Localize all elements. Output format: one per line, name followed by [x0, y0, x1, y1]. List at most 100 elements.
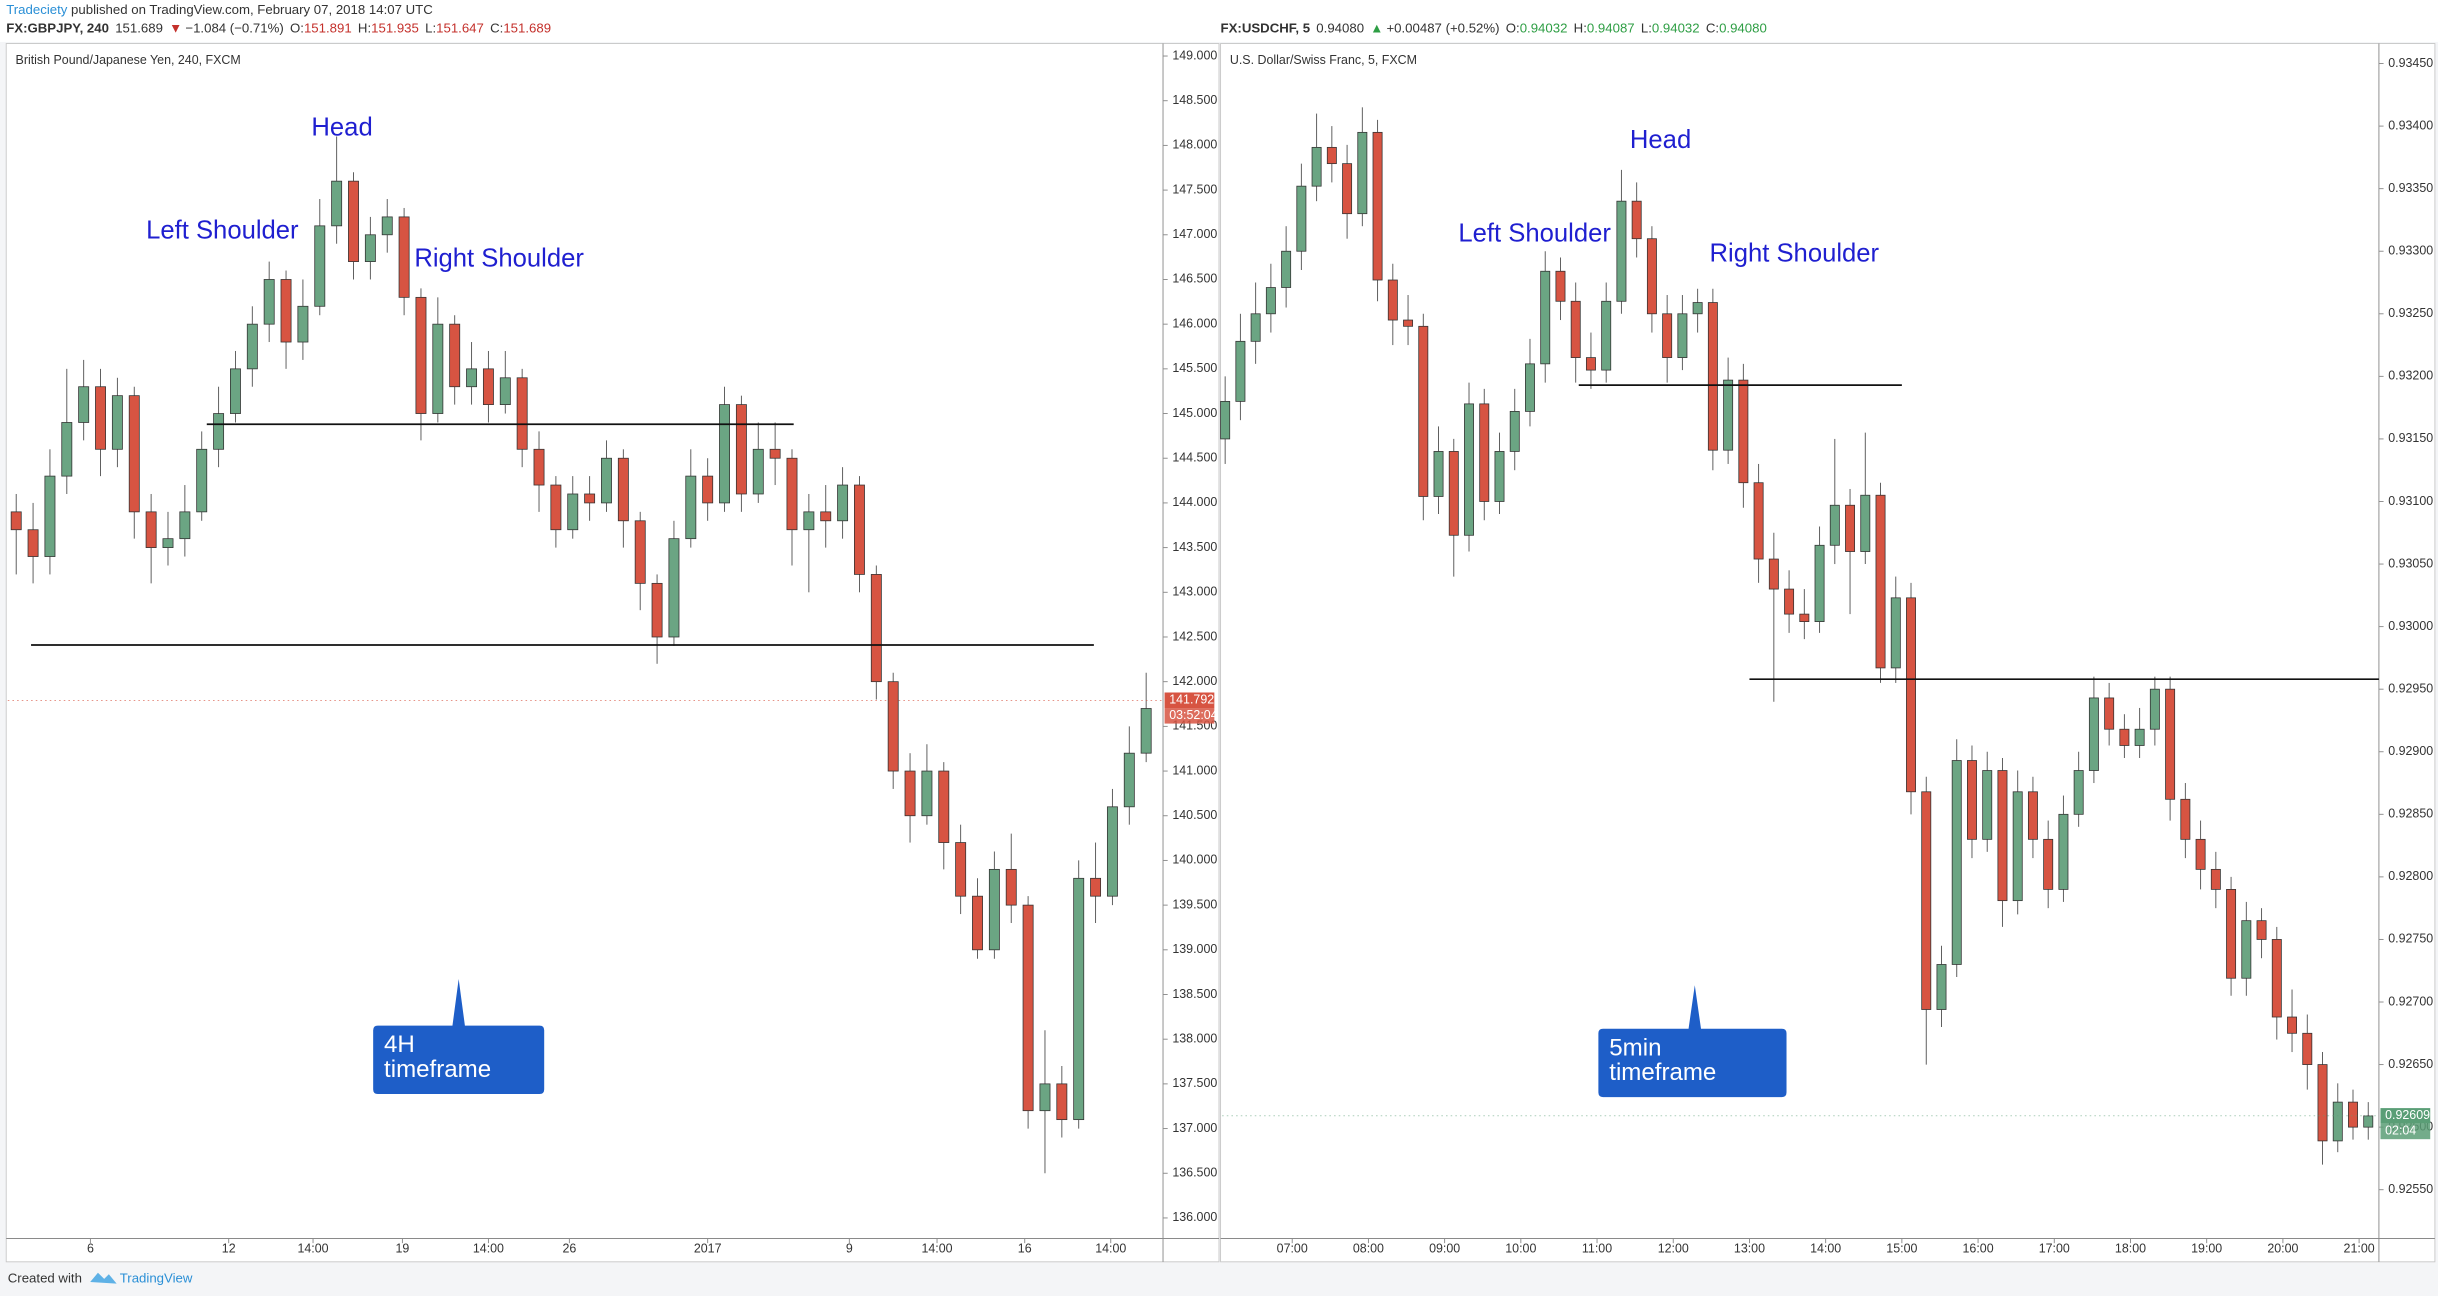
- candle-body: [145, 511, 157, 548]
- quote-value: 0.94087: [1587, 21, 1635, 36]
- candle-body: [499, 377, 511, 405]
- candle-body: [10, 511, 22, 531]
- candle-body: [297, 305, 309, 343]
- candle-body: [2180, 798, 2191, 840]
- candle-body: [78, 386, 90, 423]
- candle-body: [1829, 504, 1840, 546]
- candle-body: [128, 395, 140, 513]
- annotation: Left Shoulder: [146, 216, 299, 244]
- quote-label: H:: [1574, 21, 1587, 36]
- x-tick-label: 14:00: [297, 1242, 328, 1256]
- candle-body: [2241, 920, 2252, 979]
- candle-body: [1250, 313, 1261, 342]
- candle-body: [314, 225, 326, 307]
- quote-value: 0.94032: [1652, 21, 1700, 36]
- candle-body: [1281, 250, 1292, 288]
- candle-body: [263, 279, 275, 325]
- candle-body: [634, 520, 646, 584]
- y-tick-label: 148.000: [1172, 138, 1217, 152]
- y-tick-label: 0.93100: [2388, 494, 2433, 508]
- candle-body: [1707, 302, 1718, 451]
- x-tick-label: 14:00: [1095, 1242, 1126, 1256]
- quote-value: 151.935: [371, 21, 419, 36]
- x-tick-label: 19: [395, 1242, 409, 1256]
- candle-body: [668, 538, 680, 638]
- candle-body: [162, 538, 174, 548]
- chart-title: British Pound/Japanese Yen, 240, FXCM: [16, 53, 241, 67]
- y-tick-label: 0.93450: [2388, 56, 2433, 70]
- y-tick-label: 137.000: [1172, 1121, 1217, 1135]
- quote-label: L:: [425, 21, 436, 36]
- candle-body: [432, 323, 444, 414]
- candle-body: [938, 770, 950, 843]
- countdown-box: [2380, 1123, 2431, 1140]
- candle-body: [2027, 791, 2038, 840]
- candle-body: [1662, 313, 1673, 358]
- brand[interactable]: TradingView: [120, 1270, 193, 1285]
- candle-body: [1090, 877, 1102, 897]
- candle-body: [1509, 411, 1520, 452]
- candle-body: [1235, 340, 1246, 402]
- candle-body: [1601, 300, 1612, 371]
- quote-header: FX:GBPJPY, 240 151.689 ▼ −1.084 (−0.71%) O:1…: [6, 21, 551, 36]
- candle-body: [1342, 163, 1353, 215]
- callout-box: [373, 978, 545, 1094]
- candle-body: [550, 484, 562, 531]
- y-tick-label: 0.93200: [2388, 369, 2433, 383]
- candle-body: [1631, 200, 1642, 240]
- x-tick-label: 6: [87, 1242, 94, 1256]
- candle-body: [1768, 558, 1779, 590]
- x-tick-label: 09:00: [1429, 1242, 1460, 1256]
- candle-body: [331, 180, 343, 227]
- candle-body: [1296, 185, 1307, 252]
- y-tick-label: 142.500: [1172, 629, 1217, 643]
- tradingview-logo[interactable]: [90, 1272, 117, 1284]
- candle-body: [904, 770, 916, 817]
- candle-body: [786, 457, 798, 531]
- y-tick-label: 143.000: [1172, 585, 1217, 599]
- candle-body: [719, 404, 730, 504]
- chart-panel: [5, 43, 1220, 1263]
- countdown-box: [1164, 708, 1215, 724]
- candle-body: [567, 493, 579, 531]
- candle-body: [2210, 868, 2221, 890]
- candle-body: [2226, 889, 2237, 979]
- y-tick-label: 140.000: [1172, 853, 1217, 867]
- candle-body: [1387, 279, 1398, 321]
- callout-text: 4H: [384, 1031, 415, 1058]
- candle-body: [1982, 770, 1993, 840]
- candle-body: [2088, 697, 2099, 771]
- last-price-box: [1164, 692, 1215, 709]
- publisher[interactable]: Tradeciety: [6, 2, 68, 17]
- x-tick-label: 16:00: [1963, 1242, 1994, 1256]
- x-tick-label: 20:00: [2267, 1242, 2298, 1256]
- candle-body: [870, 574, 882, 683]
- chart-panel: [1220, 43, 2436, 1263]
- annotation: Left Shoulder: [1458, 219, 1611, 247]
- candle-body: [27, 529, 39, 557]
- candle-body: [1646, 238, 1657, 315]
- candle-body: [364, 234, 376, 262]
- candle-body: [1951, 760, 1962, 965]
- candle-body: [1784, 588, 1795, 615]
- candle-body: [1585, 357, 1596, 371]
- candle-body: [2134, 728, 2145, 746]
- candle-body: [1106, 806, 1118, 897]
- y-tick-label: 0.92750: [2388, 932, 2433, 946]
- candle-body: [1570, 300, 1581, 358]
- published-text: published on TradingView.com, February 0…: [67, 2, 433, 17]
- candle-body: [44, 475, 56, 557]
- candle-body: [2348, 1101, 2358, 1128]
- last-value: 0.94080: [1316, 21, 1364, 36]
- y-tick-label: 139.500: [1172, 897, 1217, 911]
- countdown-label: 02:04: [2385, 1124, 2416, 1138]
- candle-body: [887, 681, 899, 772]
- candle-body: [2073, 770, 2084, 815]
- candle-body: [1540, 270, 1551, 365]
- candle-body: [1265, 287, 1276, 315]
- candle-body: [1997, 770, 2008, 902]
- x-tick-label: 9: [846, 1242, 853, 1256]
- candle-body: [1753, 482, 1764, 560]
- x-tick-label: 16: [1018, 1242, 1032, 1256]
